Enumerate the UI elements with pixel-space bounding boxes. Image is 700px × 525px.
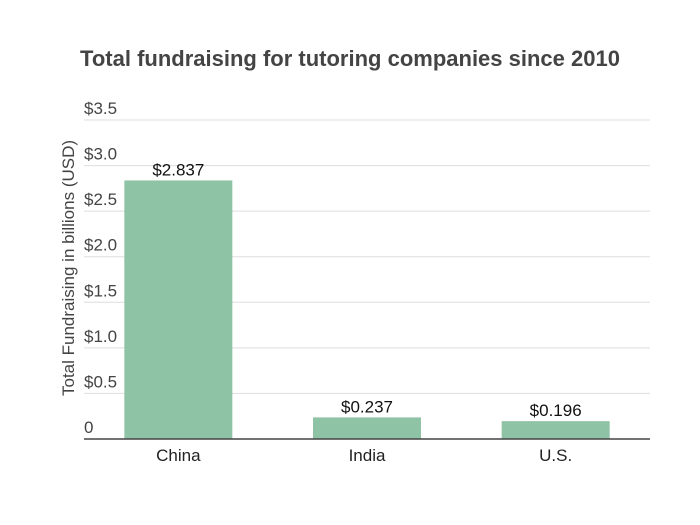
x-axis-ticks: China India U.S. [156, 446, 572, 465]
y-tick-label: $1.5 [84, 281, 117, 300]
data-label: $0.237 [341, 397, 393, 416]
bar-china [124, 180, 233, 439]
y-axis-ticks: 0 $0.5 $1.0 $1.5 $2.0 $2.5 $3.0 $3.5 [84, 99, 117, 437]
y-tick-label: $2.0 [84, 236, 117, 255]
y-tick-label: $3.0 [84, 145, 117, 164]
bars [124, 180, 610, 439]
y-tick-label: $0.5 [84, 372, 117, 391]
x-tick-label: India [349, 446, 386, 465]
data-label: $2.837 [152, 160, 204, 179]
y-tick-label: $3.5 [84, 99, 117, 118]
bar-india [313, 417, 421, 439]
y-tick-label: $1.0 [84, 327, 117, 346]
x-tick-label: U.S. [539, 446, 572, 465]
chart-title: Total fundraising for tutoring companies… [80, 46, 620, 71]
bar-u-s [501, 421, 610, 439]
x-tick-label: China [156, 446, 201, 465]
y-tick-label: $2.5 [84, 190, 117, 209]
y-tick-label: 0 [84, 418, 93, 437]
data-label: $0.196 [530, 401, 582, 420]
y-axis-label: Total Fundraising in billions (USD) [59, 140, 78, 396]
data-labels: $2.837 $0.237 $0.196 [152, 160, 581, 420]
